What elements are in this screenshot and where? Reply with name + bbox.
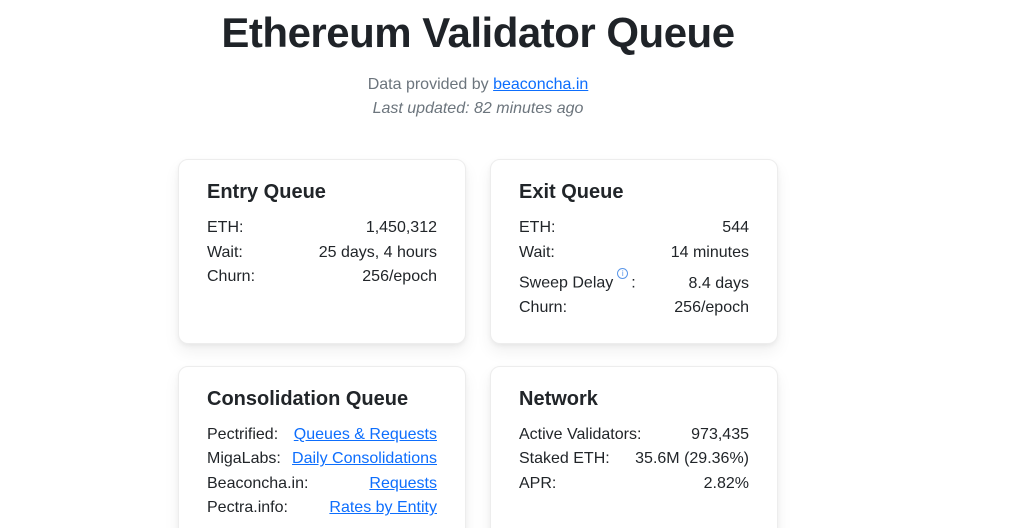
stat-label: Active Validators: (519, 425, 642, 443)
cards-grid: Entry Queue ETH: 1,450,312 Wait: 25 days… (178, 159, 778, 528)
sweep-delay-colon: : (631, 274, 636, 292)
entry-queue-title: Entry Queue (207, 181, 326, 204)
stat-value: 25 days, 4 hours (318, 243, 437, 261)
stat-row-active-validators: Active Validators: 973,435 (519, 423, 749, 448)
stat-label: Wait: (207, 243, 243, 261)
last-updated: Last updated: 82 minutes ago (372, 100, 584, 118)
stat-row-eth: ETH: 1,450,312 (207, 216, 437, 241)
stat-value: 973,435 (691, 425, 749, 443)
sweep-delay-text: Sweep Delay (519, 274, 614, 292)
provider-line: Data provided by beaconcha.in (178, 73, 778, 97)
beaconchain-link[interactable]: beaconcha.in (493, 76, 589, 94)
stat-value: 1,450,312 (365, 219, 437, 237)
exit-queue-title: Exit Queue (519, 181, 624, 204)
stat-label: Wait: (519, 243, 555, 261)
stat-row-eth: ETH: 544 (519, 216, 749, 241)
stat-label: Sweep Delayi: (519, 265, 636, 296)
provider-prefix: Data provided by (367, 76, 494, 94)
stat-value: 35.6M (29.36%) (635, 450, 749, 468)
stat-row-sweep-delay: Sweep Delayi: 8.4 days (519, 265, 749, 296)
queues-requests-link[interactable]: Queues & Requests (293, 425, 437, 443)
stat-label: APR: (519, 474, 557, 492)
stat-label: Churn: (207, 268, 256, 286)
daily-consolidations-link[interactable]: Daily Consolidations (292, 450, 437, 468)
stat-row-churn: Churn: 256/epoch (207, 265, 437, 290)
rates-by-entity-link[interactable]: Rates by Entity (329, 499, 437, 517)
link-row-migalabs: MigaLabs: Daily Consolidations (207, 447, 437, 472)
stat-label: Churn: (519, 299, 568, 317)
exit-queue-card: Exit Queue ETH: 544 Wait: 14 minutes Swe… (490, 159, 778, 344)
consolidation-queue-card: Consolidation Queue Pectrified: Queues &… (178, 365, 466, 528)
stat-label: Staked ETH: (519, 450, 610, 468)
page-container: Ethereum Validator Queue Data provided b… (178, 8, 778, 528)
stat-label: ETH: (207, 219, 244, 237)
stat-label: MigaLabs: (207, 450, 281, 468)
stat-label: ETH: (519, 219, 556, 237)
link-row-pectrified: Pectrified: Queues & Requests (207, 423, 437, 448)
network-card: Network Active Validators: 973,435 Stake… (490, 365, 778, 528)
stat-row-apr: APR: 2.82% (519, 472, 749, 497)
stat-row-churn: Churn: 256/epoch (519, 296, 749, 321)
info-icon[interactable]: i (617, 268, 629, 283)
info-icon-glyph: i (617, 268, 629, 280)
link-row-pectrainfo: Pectra.info: Rates by Entity (207, 496, 437, 521)
stat-row-wait: Wait: 14 minutes (519, 241, 749, 266)
stat-value: 256/epoch (674, 299, 749, 317)
stat-value: 256/epoch (362, 268, 437, 286)
requests-link[interactable]: Requests (369, 474, 437, 492)
stat-value: 8.4 days (688, 274, 749, 292)
stat-value: 14 minutes (670, 243, 749, 261)
consolidation-queue-title: Consolidation Queue (207, 387, 409, 410)
stat-row-staked-eth: Staked ETH: 35.6M (29.36%) (519, 447, 749, 472)
entry-queue-card: Entry Queue ETH: 1,450,312 Wait: 25 days… (178, 159, 466, 344)
stat-label: Pectrified: (207, 425, 279, 443)
stat-value: 2.82% (703, 474, 749, 492)
network-title: Network (519, 387, 598, 410)
stat-value: 544 (722, 219, 749, 237)
link-row-beaconchain: Beaconcha.in: Requests (207, 472, 437, 497)
stat-label: Pectra.info: (207, 499, 288, 517)
page-title: Ethereum Validator Queue (221, 9, 735, 56)
stat-row-wait: Wait: 25 days, 4 hours (207, 241, 437, 266)
stat-label: Beaconcha.in: (207, 474, 309, 492)
